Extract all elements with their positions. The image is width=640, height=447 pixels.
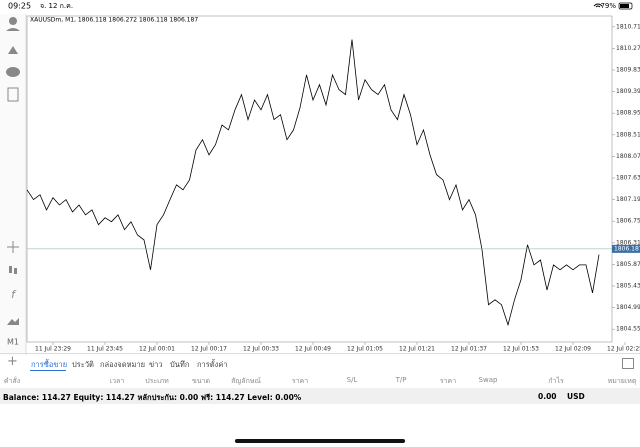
status-time: 09:25 (8, 2, 31, 11)
column-header: ราคา (439, 377, 457, 385)
column-header: S/L (346, 376, 358, 384)
balance-row (0, 388, 640, 404)
y-tick-label: 1809.830 (616, 67, 640, 74)
y-tick-label: 1805.870 (616, 261, 640, 268)
column-header: ขนาด (191, 377, 211, 385)
y-tick-label: 1810.270 (616, 45, 640, 52)
column-header: Swap (478, 376, 498, 384)
x-tick-label: 12 Jul 01:21 (399, 346, 435, 353)
y-tick-label: 1805.430 (616, 283, 640, 290)
tab[interactable]: การซื้อขาย (31, 360, 68, 369)
y-tick-label: 1810.710 (616, 23, 640, 30)
x-tick-label: 12 Jul 02:25 (607, 346, 640, 353)
current-price-box (612, 244, 640, 253)
y-tick-label: 1807.630 (616, 175, 640, 182)
total-profit: 0.00 (538, 392, 557, 401)
tab[interactable]: ข่าว (149, 360, 163, 369)
x-tick-label: 12 Jul 01:37 (451, 346, 487, 353)
add-button[interactable]: + (7, 354, 18, 369)
y-tick-label: 1806.310 (616, 239, 640, 246)
home-indicator (235, 439, 405, 443)
price-line (26, 39, 600, 327)
battery-level (620, 4, 629, 8)
column-header: หมายเหตุ (607, 377, 637, 385)
candles-icon-2 (14, 268, 17, 274)
tab[interactable]: กล่องจดหมาย (100, 360, 146, 369)
layout-icon[interactable] (622, 358, 634, 369)
tab[interactable]: การตั้งค่า (197, 360, 228, 369)
battery-icon (618, 2, 633, 10)
account-icon[interactable] (9, 17, 17, 25)
column-header: T/P (395, 376, 407, 384)
timeframe[interactable]: M1 (7, 338, 19, 347)
column-header: เวลา (109, 377, 125, 385)
column-header: สัญลักษณ์ (231, 377, 261, 385)
x-tick-label: 12 Jul 00:49 (295, 346, 331, 353)
x-tick-label: 12 Jul 02:09 (555, 346, 591, 353)
y-tick-label: 1808.070 (616, 153, 640, 160)
column-header: ประเภท (145, 377, 169, 385)
y-tick-label: 1809.390 (616, 88, 640, 95)
account-icon-body (6, 28, 20, 31)
y-tick-label: 1804.990 (616, 304, 640, 311)
indicator-icon[interactable]: f (11, 288, 17, 301)
currency: USD (567, 392, 585, 401)
x-tick-label: 11 Jul 23:45 (87, 346, 123, 353)
y-tick-label: 1807.190 (616, 196, 640, 203)
x-tick-label: 12 Jul 01:05 (347, 346, 383, 353)
trade-icon[interactable] (8, 46, 18, 54)
wifi-icon (593, 3, 603, 8)
x-tick-label: 11 Jul 23:29 (35, 346, 71, 353)
tab[interactable]: บันทึก (170, 360, 190, 369)
x-tick-label: 12 Jul 01:53 (503, 346, 539, 353)
x-tick-label: 12 Jul 00:01 (139, 346, 175, 353)
y-tick-label: 1806.750 (616, 218, 640, 225)
y-tick-label: 1808.510 (616, 131, 640, 138)
x-tick-label: 12 Jul 00:17 (191, 346, 227, 353)
toolbar (0, 14, 26, 355)
x-tick-label: 12 Jul 00:33 (243, 346, 279, 353)
y-tick-label: 1808.950 (616, 110, 640, 117)
tab[interactable]: ประวัติ (72, 360, 94, 369)
column-header: กำไร (548, 377, 564, 385)
objects-icon[interactable] (7, 318, 19, 325)
column-header: คำสั่ง (3, 377, 21, 385)
new-order-icon[interactable] (7, 87, 19, 102)
crosshair-icon[interactable] (7, 241, 19, 253)
column-header: ราคา (291, 377, 309, 385)
status-date: จ. 12 ก.ค. (40, 2, 73, 10)
current-price-label: 1806.187 (614, 245, 640, 252)
tab-bar-border (0, 353, 640, 354)
chart-title: XAUUSDm, M1, 1806.118 1806.272 1806.118 … (30, 17, 198, 24)
plot-frame (26, 15, 613, 343)
chat-icon[interactable] (6, 67, 20, 77)
y-tick-label: 1804.550 (616, 326, 640, 333)
status-battery: 79% (600, 2, 616, 10)
active-tab-underline (30, 370, 66, 371)
chart: 09:25 จ. 12 ก.ค. 79% f M1 XAUUSDm, M1, 1… (0, 1, 640, 355)
candles-icon[interactable] (9, 266, 12, 273)
balance-summary: Balance: 114.27 Equity: 114.27 หลักประกั… (3, 393, 302, 402)
